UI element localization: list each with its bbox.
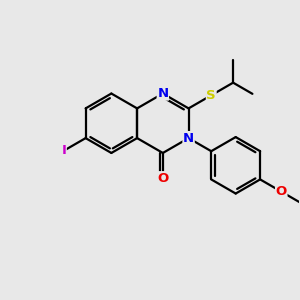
Text: S: S — [206, 89, 216, 102]
Text: N: N — [157, 87, 168, 100]
Text: N: N — [183, 132, 194, 145]
Text: O: O — [276, 185, 287, 198]
Text: O: O — [157, 172, 169, 185]
Text: I: I — [61, 144, 66, 157]
